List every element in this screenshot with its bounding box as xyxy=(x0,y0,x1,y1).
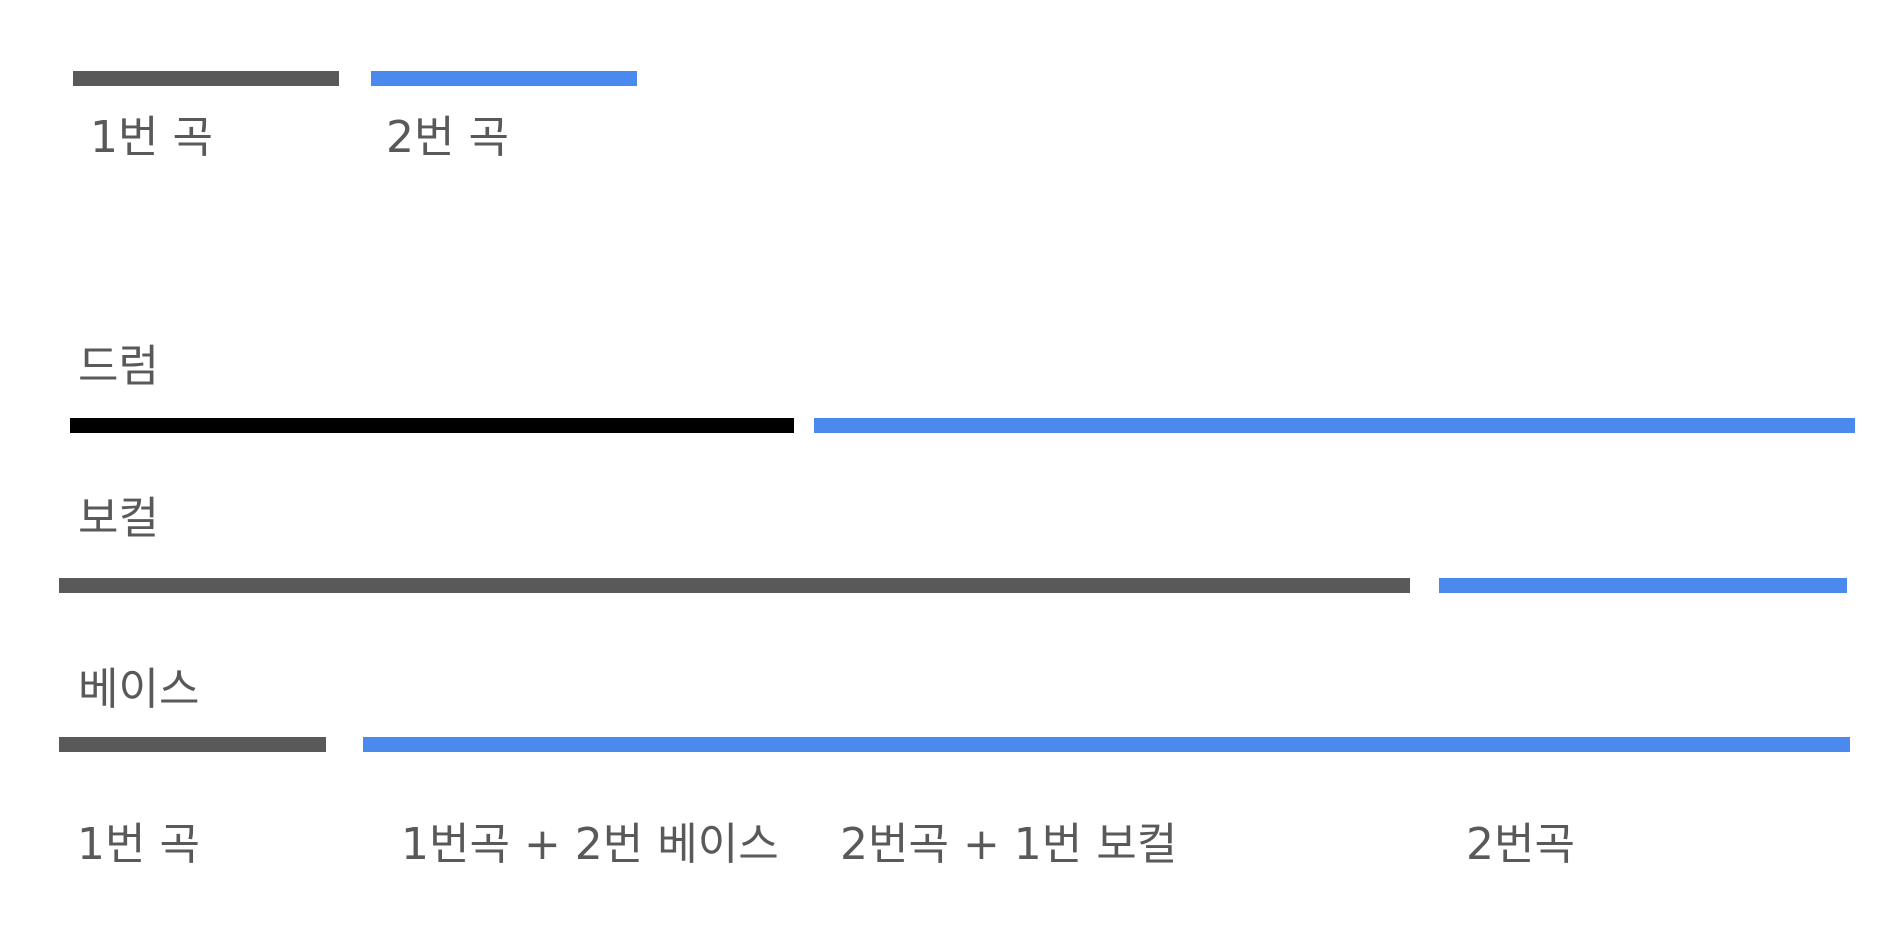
drum-song1-segment xyxy=(70,418,794,433)
timeline-label-2: 1번곡 + 2번 베이스 xyxy=(401,819,779,870)
vocal-song1-segment xyxy=(59,578,1410,593)
legend-song1-swatch xyxy=(73,71,339,86)
drum-song2-segment xyxy=(814,418,1855,433)
legend-song2-swatch xyxy=(371,71,637,86)
legend-song2-label: 2번 곡 xyxy=(386,112,509,163)
timeline-label-4: 2번곡 xyxy=(1466,819,1575,870)
vocal-track-label: 보컬 xyxy=(78,493,159,544)
timeline-label-3: 2번곡 + 1번 보컬 xyxy=(840,819,1178,870)
drum-track-label: 드럼 xyxy=(78,341,159,392)
bass-song2-segment xyxy=(363,737,1850,752)
vocal-song2-segment xyxy=(1439,578,1847,593)
bass-track-label: 베이스 xyxy=(78,664,200,715)
legend-song1-label: 1번 곡 xyxy=(90,112,213,163)
timeline-label-1: 1번 곡 xyxy=(77,819,200,870)
bass-song1-segment xyxy=(59,737,326,752)
